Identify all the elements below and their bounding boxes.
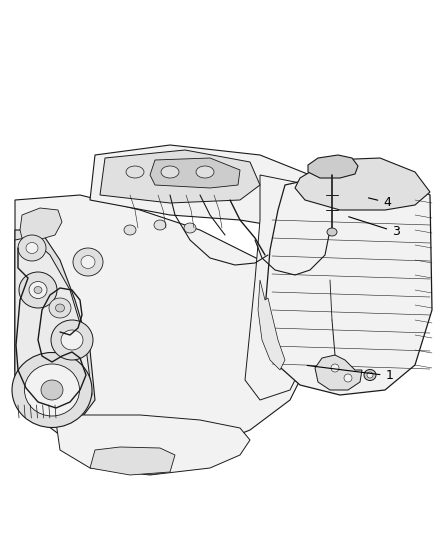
- Ellipse shape: [61, 330, 83, 350]
- Ellipse shape: [327, 228, 337, 236]
- Ellipse shape: [344, 374, 352, 382]
- Ellipse shape: [26, 243, 38, 254]
- Polygon shape: [315, 355, 362, 390]
- Polygon shape: [15, 230, 95, 420]
- Polygon shape: [258, 280, 285, 370]
- Polygon shape: [20, 208, 62, 240]
- Polygon shape: [55, 415, 250, 475]
- Text: 1: 1: [307, 366, 393, 382]
- Polygon shape: [295, 158, 430, 210]
- Ellipse shape: [19, 272, 57, 308]
- Polygon shape: [15, 237, 92, 418]
- Ellipse shape: [73, 248, 103, 276]
- Polygon shape: [150, 158, 240, 188]
- Ellipse shape: [161, 166, 179, 178]
- Polygon shape: [15, 195, 310, 460]
- Text: 4: 4: [368, 196, 391, 209]
- Polygon shape: [90, 145, 320, 230]
- Ellipse shape: [331, 364, 339, 372]
- Polygon shape: [100, 150, 260, 203]
- Ellipse shape: [41, 380, 63, 400]
- Ellipse shape: [18, 235, 46, 261]
- Text: 3: 3: [349, 217, 400, 238]
- Polygon shape: [245, 175, 320, 400]
- Polygon shape: [90, 447, 175, 475]
- Ellipse shape: [184, 223, 196, 233]
- Ellipse shape: [29, 281, 47, 298]
- Ellipse shape: [124, 225, 136, 235]
- Ellipse shape: [81, 255, 95, 269]
- Ellipse shape: [196, 166, 214, 178]
- Ellipse shape: [130, 449, 170, 474]
- Ellipse shape: [51, 320, 93, 360]
- Ellipse shape: [364, 369, 376, 381]
- Ellipse shape: [154, 220, 166, 230]
- Ellipse shape: [25, 364, 80, 416]
- Ellipse shape: [56, 304, 64, 312]
- Polygon shape: [308, 155, 358, 178]
- Ellipse shape: [12, 352, 92, 427]
- Polygon shape: [265, 175, 432, 395]
- Ellipse shape: [126, 166, 144, 178]
- Ellipse shape: [367, 372, 373, 378]
- Ellipse shape: [49, 298, 71, 318]
- Ellipse shape: [34, 287, 42, 294]
